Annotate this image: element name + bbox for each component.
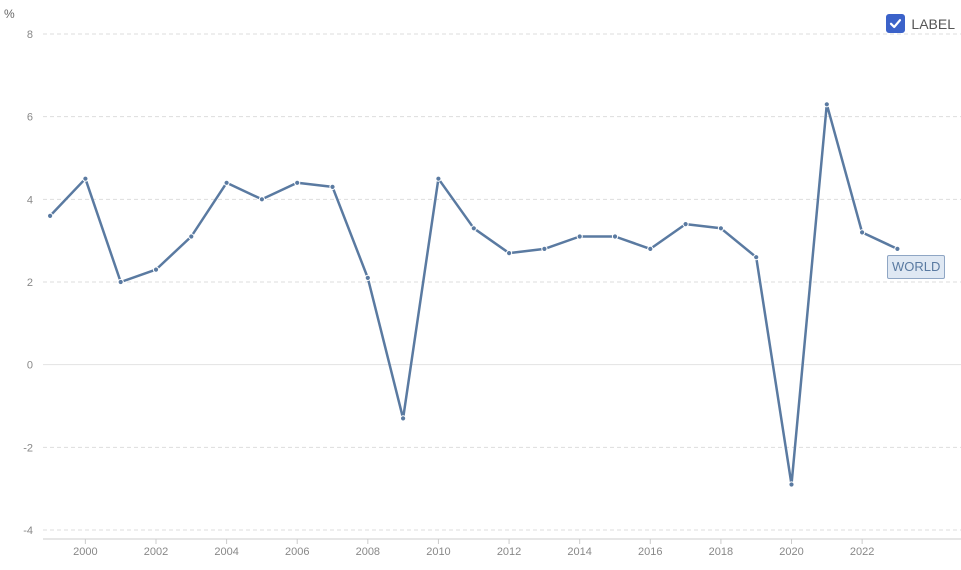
- y-tick-label: -4: [23, 525, 33, 537]
- legend-label: LABEL: [911, 15, 955, 32]
- data-point[interactable]: [294, 179, 301, 186]
- x-tick-label: 2018: [709, 546, 733, 558]
- y-tick-label: 4: [27, 194, 33, 206]
- data-point[interactable]: [682, 221, 689, 228]
- legend-toggle[interactable]: LABEL: [886, 14, 955, 33]
- y-axis-unit-label: %: [4, 7, 15, 21]
- x-tick-label: 2022: [850, 546, 874, 558]
- x-tick-label: 2014: [567, 546, 591, 558]
- x-tick-label: 2006: [285, 546, 309, 558]
- data-point[interactable]: [894, 245, 901, 252]
- x-tick-label: 2016: [638, 546, 662, 558]
- data-point[interactable]: [47, 212, 54, 219]
- data-point[interactable]: [329, 183, 336, 190]
- y-tick-label: 6: [27, 112, 33, 124]
- checkmark-icon: [890, 19, 902, 29]
- series-layer: [47, 101, 901, 488]
- data-point[interactable]: [541, 245, 548, 252]
- x-tick-label: 2002: [144, 546, 168, 558]
- data-point[interactable]: [258, 196, 265, 203]
- y-axis-tick-labels: -4 -2 0 2 4 6 8: [23, 29, 33, 537]
- x-tick-label: 2010: [426, 546, 450, 558]
- data-point[interactable]: [506, 250, 513, 257]
- data-point[interactable]: [82, 175, 89, 182]
- data-point[interactable]: [859, 229, 866, 236]
- data-point[interactable]: [717, 225, 725, 232]
- data-point[interactable]: [611, 233, 619, 240]
- y-tick-label: -2: [23, 442, 33, 454]
- legend-checkbox[interactable]: [886, 14, 906, 33]
- x-tick-label: 2000: [73, 546, 97, 558]
- data-point[interactable]: [823, 101, 830, 108]
- data-point[interactable]: [788, 481, 795, 488]
- data-point[interactable]: [223, 179, 230, 186]
- y-tick-label: 0: [27, 360, 33, 372]
- data-point[interactable]: [117, 278, 124, 286]
- data-point[interactable]: [753, 254, 760, 261]
- data-point[interactable]: [647, 245, 654, 252]
- data-point[interactable]: [188, 233, 195, 240]
- series-label-world: WORLD: [887, 255, 946, 279]
- y-tick-label: 2: [27, 277, 33, 289]
- y-tick-label: 8: [27, 29, 33, 41]
- data-point[interactable]: [400, 415, 407, 422]
- x-tick-label: 2020: [779, 546, 803, 558]
- series-line-world: [48, 103, 899, 486]
- data-point[interactable]: [470, 225, 477, 232]
- grid-lines: [43, 33, 961, 531]
- x-axis: 2000 2002 2004 2006 2008 2010 2012 2014 2016 2018…: [43, 538, 961, 558]
- x-tick-label: 2004: [214, 546, 238, 558]
- x-tick-label: 2008: [356, 546, 380, 558]
- data-point[interactable]: [152, 266, 160, 273]
- data-point[interactable]: [576, 233, 583, 240]
- data-point[interactable]: [364, 274, 371, 281]
- data-point[interactable]: [435, 175, 442, 182]
- x-tick-label: 2012: [497, 546, 521, 558]
